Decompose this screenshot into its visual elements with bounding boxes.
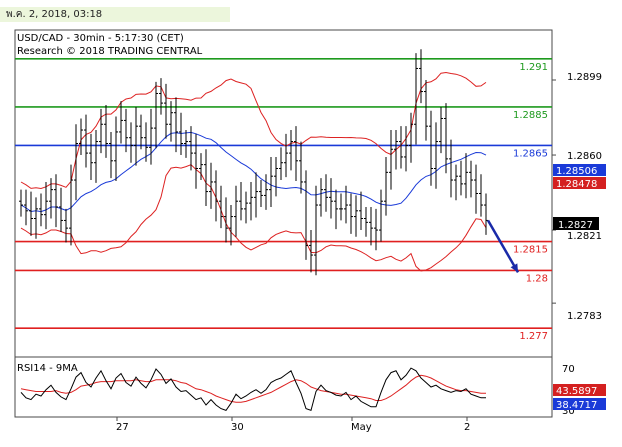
chart-title: USD/CAD - 30min - 5:17:30 (CET) [17,33,184,44]
level-label: 1.28 [526,273,548,284]
level-label: 1.2815 [513,245,548,256]
rsi-panel-frame [14,356,553,418]
band-mid-tag [553,177,606,189]
price-panel-frame [14,29,553,358]
last-price-tag [553,217,599,230]
rsi-line [20,367,486,412]
y-tick-label: 1.2821 [567,231,602,242]
level-label: 1.2865 [513,148,548,159]
rsi-ma-value: 43.5897 [556,386,597,397]
y-tick-label: 1.2860 [567,151,602,162]
x-tick-label: May [351,422,372,433]
band-upper-tag [553,164,606,176]
y-tick-label: 1.2899 [567,72,602,83]
bollinger-upper [20,71,487,190]
last-price-value: 1.2827 [558,220,593,231]
level-label: 1.2885 [513,110,548,121]
band-mid-value: 1.28478 [556,179,597,190]
x-tick-label: 30 [231,422,244,433]
band-upper-value: 1.28506 [556,166,597,177]
rsi-tick-label: 30 [562,406,575,417]
y-tick-label: 1.2783 [567,311,602,322]
timestamp-label: พ.ค. 2, 2018, 03:18 [0,7,230,22]
x-tick-label: 27 [116,422,129,433]
projection-arrow-head [510,263,518,273]
moving-average [20,131,487,213]
rsi-last-value: 38.4717 [556,400,597,411]
rsi-tick-label: 70 [562,364,575,375]
rsi-title: RSI14 - 9MA [17,363,78,374]
level-label: 1.291 [519,62,548,73]
rsi-ma-line [20,374,486,403]
bollinger-lower [20,164,487,272]
rsi-last-tag [553,398,606,410]
level-label: 1.277 [519,331,548,342]
rsi-ma-tag [553,384,606,396]
header-bar: พ.ค. 2, 2018, 03:18 [0,0,622,29]
projection-arrow-line [486,219,520,273]
x-tick-label: 2 [464,422,470,433]
chart-subtitle: Research © 2018 TRADING CENTRAL [17,46,203,57]
